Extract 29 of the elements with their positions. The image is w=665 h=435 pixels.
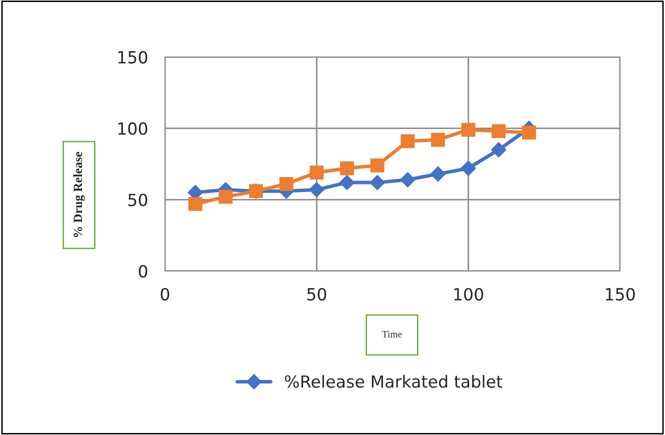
point: [430, 166, 446, 182]
point: [431, 132, 445, 147]
y-tick-label: 150: [118, 50, 148, 64]
x-tick-label: 150: [606, 288, 635, 301]
y-tick-label: 100: [118, 122, 148, 135]
point: [370, 174, 385, 190]
point: [188, 197, 202, 211]
y-tick-label: 0: [138, 264, 148, 278]
point: [400, 172, 416, 188]
point: [309, 182, 324, 198]
point: [339, 174, 355, 190]
y-tick-label: 50: [128, 194, 148, 206]
legend-label: %Release Markated tablet: [284, 374, 502, 388]
point: [310, 166, 324, 180]
point: [492, 124, 506, 138]
x-tick-label: 0: [160, 288, 170, 301]
point: [461, 122, 476, 137]
point: [340, 161, 354, 176]
point: [491, 142, 506, 158]
point: [460, 160, 476, 176]
point: [279, 177, 294, 191]
x-tick-label: 100: [454, 288, 484, 301]
point: [218, 190, 233, 204]
point: [400, 134, 415, 148]
x-axis-title: Time: [382, 330, 402, 338]
y-axis-title: % Drug Release: [73, 152, 85, 238]
point: [370, 158, 384, 172]
x-tick-label: 50: [307, 288, 326, 301]
point: [522, 126, 536, 140]
